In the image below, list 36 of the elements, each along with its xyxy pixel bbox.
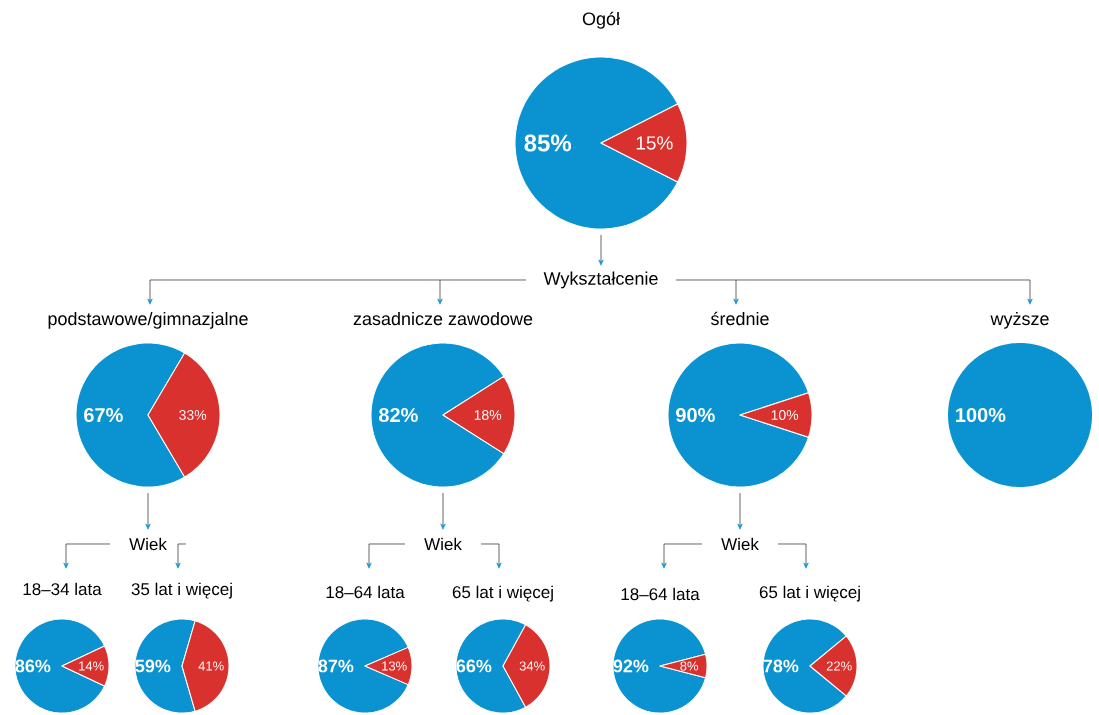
chart-title: 35 lat i więcej (131, 582, 232, 599)
chart-title: zasadnicze zawodowe (353, 311, 533, 326)
data-label: 92% (613, 659, 649, 673)
data-label: 100% (956, 407, 1006, 423)
data-label: 14% (79, 661, 104, 671)
data-label: 90% (676, 407, 715, 423)
chart-title: 65 lat i więcej (452, 585, 553, 602)
chart-title: wyższe (990, 311, 1049, 329)
data-label: 86% (15, 659, 51, 673)
data-label: 33% (179, 410, 207, 420)
data-label: 22% (826, 661, 852, 671)
data-label: 78% (763, 659, 799, 673)
data-label: 67% (84, 407, 123, 423)
chart-title: 18–34 lata (23, 582, 102, 596)
chart-title: podstawowe/gimnazjalne (48, 311, 248, 329)
chart-title: 65 lat i więcej (759, 585, 860, 602)
data-label: 82% (378, 407, 418, 423)
data-label: 10% (771, 410, 799, 420)
data-label: 59% (135, 659, 171, 673)
text: Wiek (424, 537, 462, 551)
chart-title: 18–64 lata (326, 585, 405, 599)
chart-title: 18–64 lata (621, 587, 700, 601)
data-label: 8% (680, 661, 699, 671)
data-label: 87% (318, 659, 354, 673)
chart-title: średnie (711, 311, 769, 326)
data-label: 85% (524, 134, 572, 152)
text: Wiek (721, 537, 759, 551)
data-label: 13% (382, 661, 407, 671)
data-label: 18% (474, 410, 502, 420)
data-label: 15% (636, 136, 673, 150)
data-label: 41% (198, 661, 224, 671)
data-label: 66% (456, 659, 492, 673)
chart-title: Ogół (582, 11, 620, 29)
data-label: 34% (519, 661, 545, 671)
text: Wykształcenie (543, 271, 658, 289)
text: Wiek (129, 537, 167, 551)
